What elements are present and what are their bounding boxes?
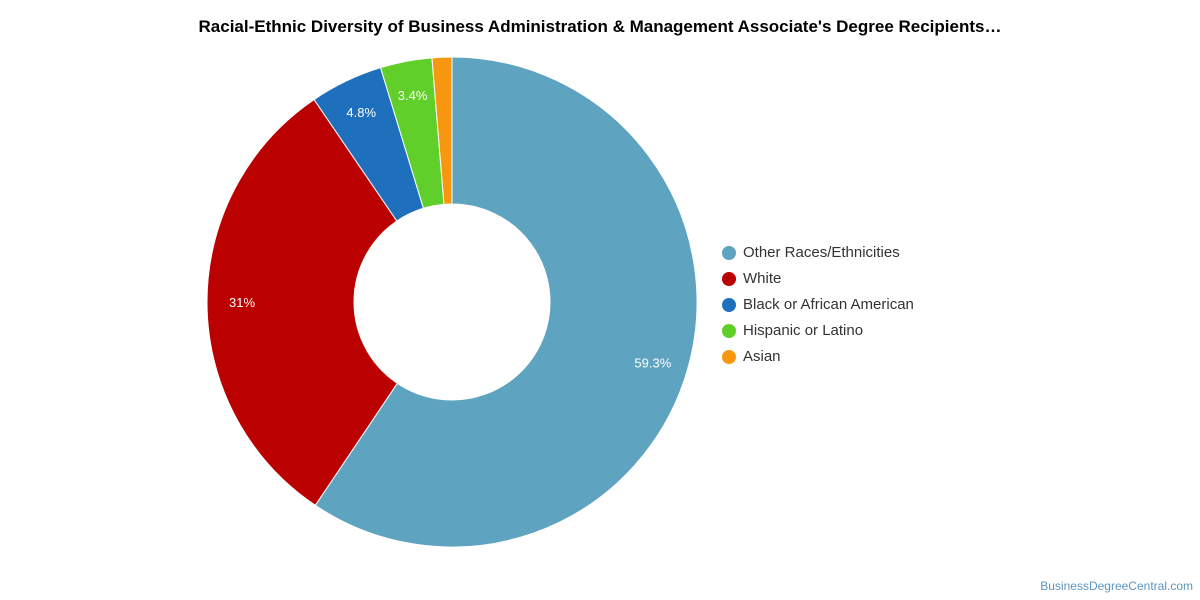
slice-asian[interactable] (431, 56, 453, 205)
legend-item-black-or-african-american[interactable]: Black or African American (722, 292, 914, 318)
chart-title: Racial-Ethnic Diversity of Business Admi… (198, 17, 1002, 36)
legend-label: Other Races/Ethnicities (743, 244, 900, 261)
legend-swatch (722, 350, 736, 364)
data-label-other-races-ethnicities: 59.3% (634, 356, 671, 371)
legend-item-white[interactable]: White (722, 266, 914, 292)
legend-label: Hispanic or Latino (743, 322, 864, 339)
legend-swatch (722, 246, 736, 260)
legend-swatch (722, 324, 736, 338)
legend-item-asian[interactable]: Asian (722, 344, 914, 370)
donut-chart: 59.3% 31% 4.8% 3.4% (206, 56, 698, 548)
legend-label: Asian (743, 348, 781, 365)
legend-label: White (743, 270, 782, 287)
data-label-white: 31% (229, 295, 255, 310)
legend-item-other-races-ethnicities[interactable]: Other Races/Ethnicities (722, 240, 914, 266)
slice-white[interactable] (206, 98, 399, 507)
legend-swatch (722, 298, 736, 312)
source-credit[interactable]: BusinessDegreeCentral.com (1040, 579, 1193, 593)
legend-item-hispanic-or-latino[interactable]: Hispanic or Latino (722, 318, 914, 344)
legend-swatch (722, 272, 736, 286)
data-label-hispanic-or-latino: 3.4% (398, 88, 428, 103)
chart-legend: Other Races/Ethnicities White Black or Afr… (722, 240, 914, 370)
slice-other-races-ethnicities[interactable] (314, 56, 698, 548)
legend-label: Black or African American (743, 296, 914, 313)
data-label-black-or-african-american: 4.8% (346, 105, 376, 120)
